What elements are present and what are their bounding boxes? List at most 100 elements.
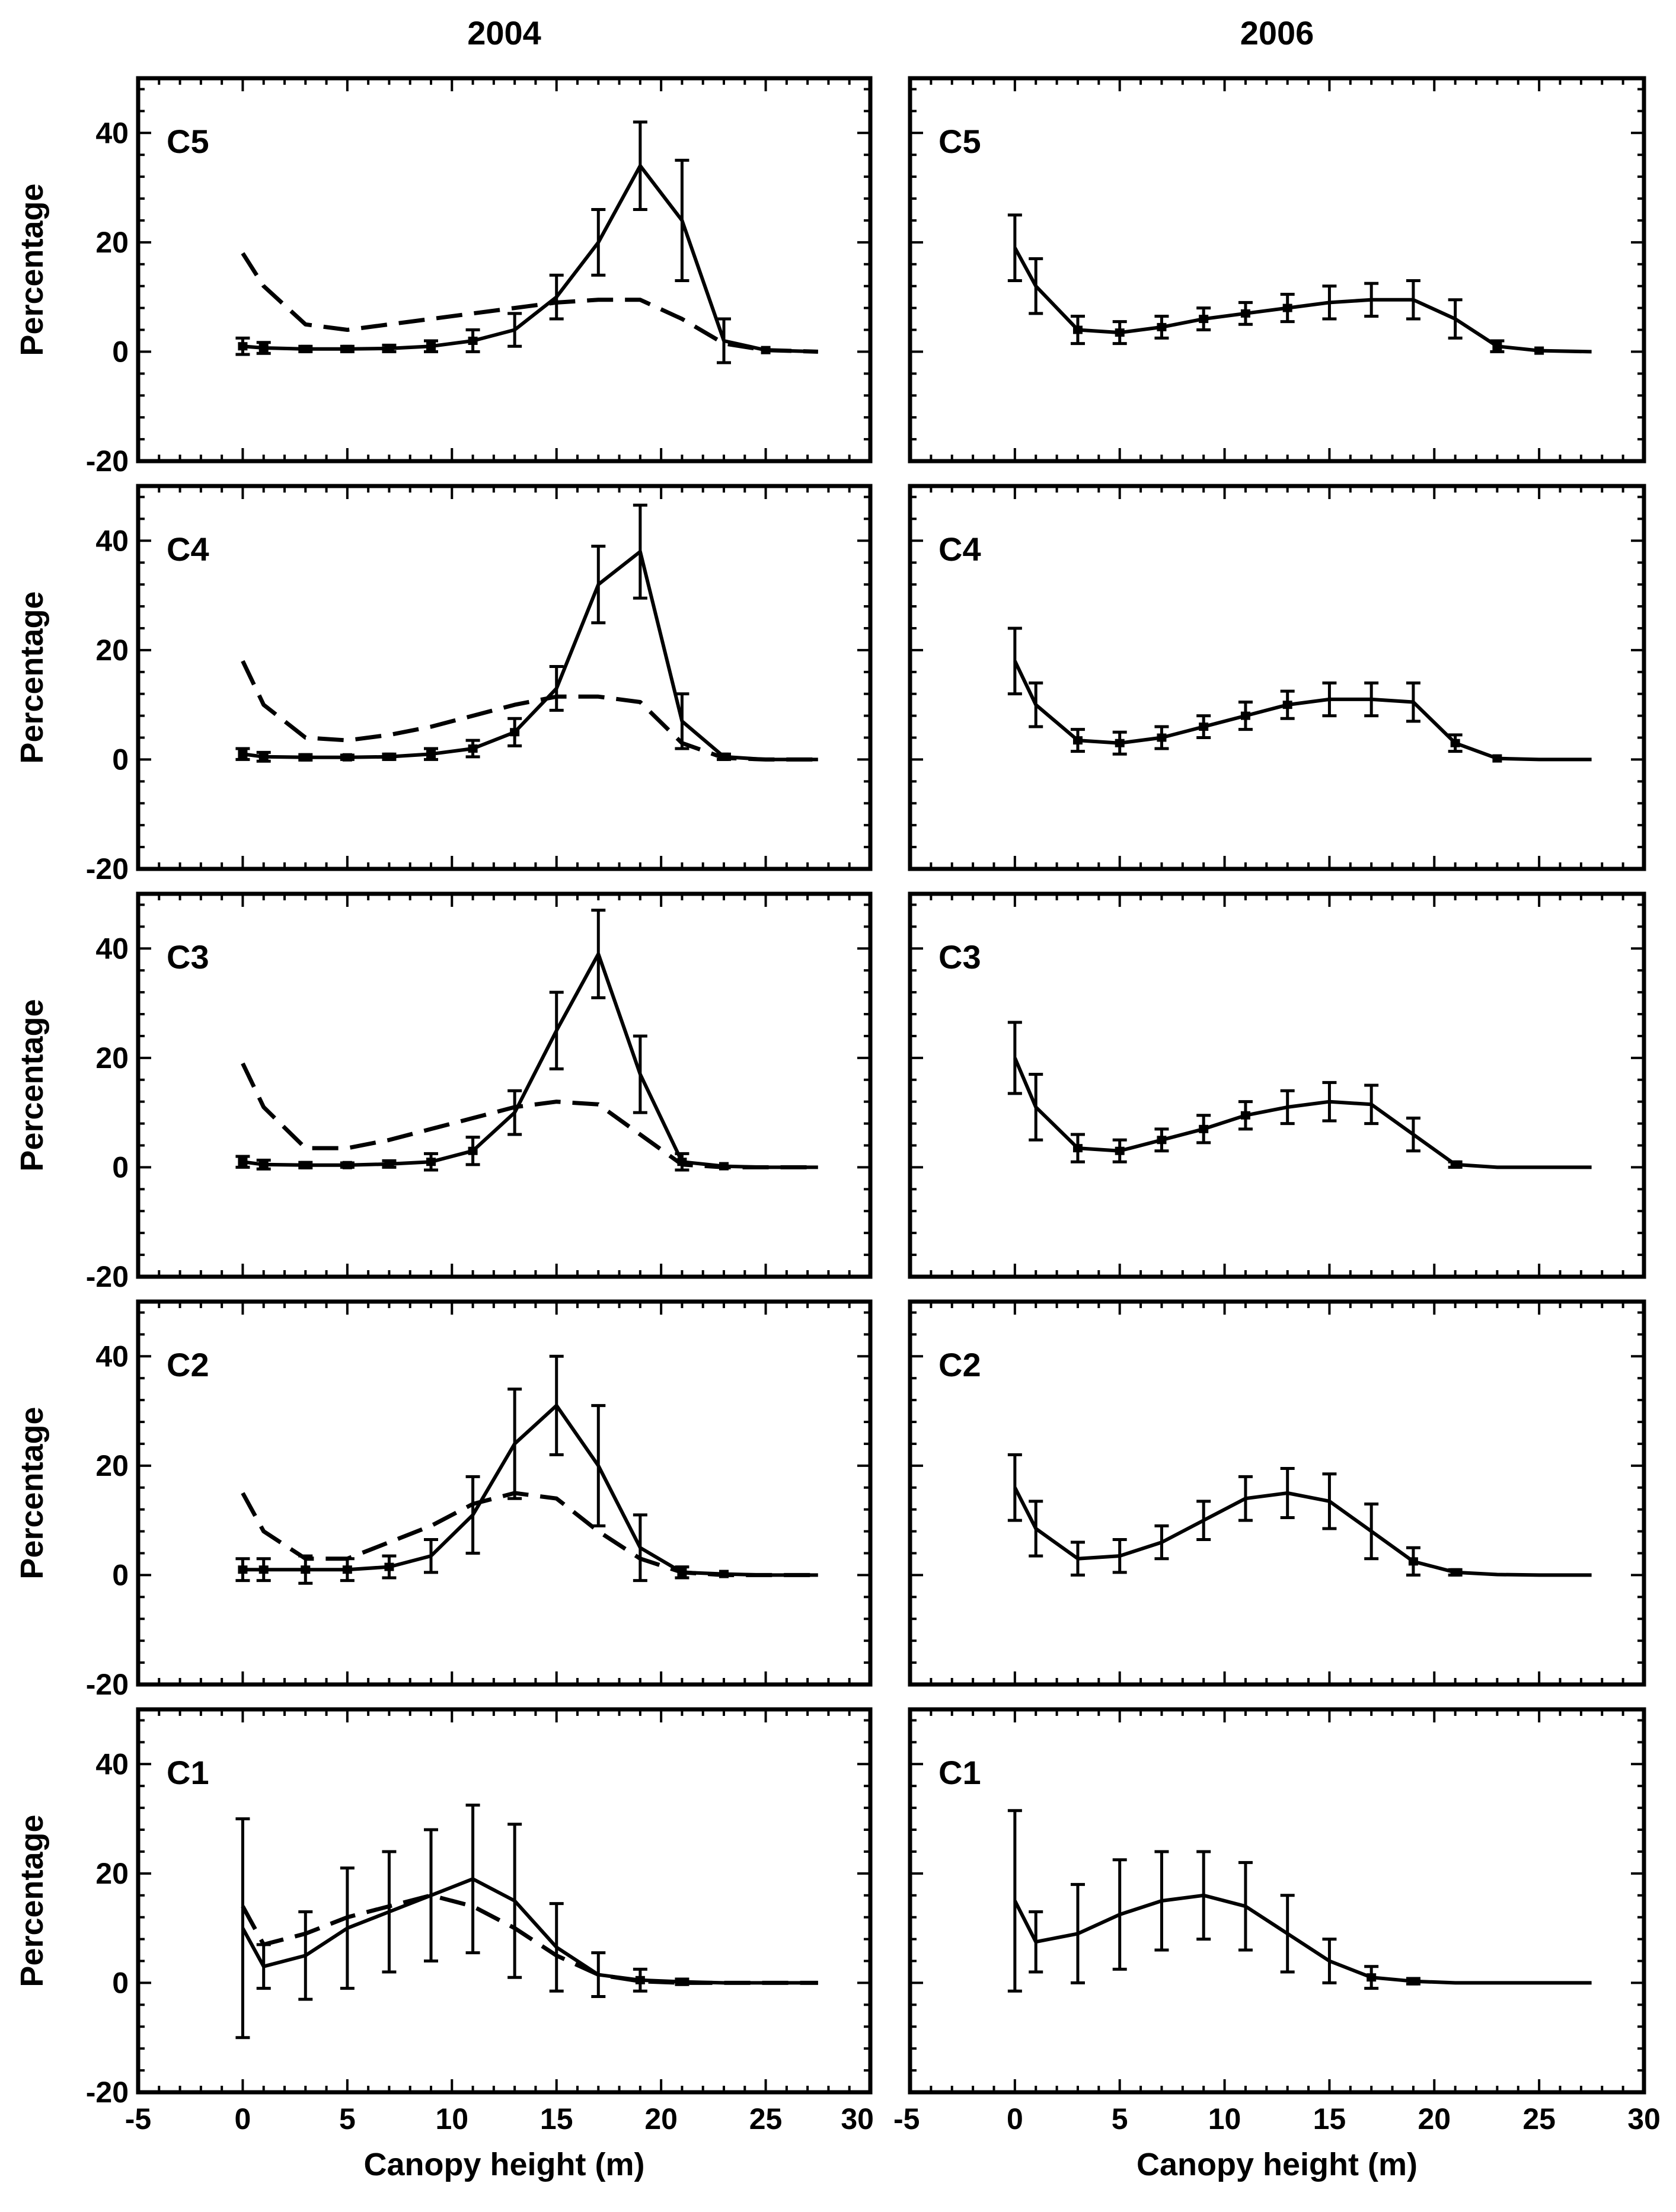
error-bar bbox=[1406, 1546, 1420, 1577]
plot-frame bbox=[908, 1299, 1646, 1687]
error-bar bbox=[1154, 1127, 1169, 1153]
series-line bbox=[242, 1404, 818, 1577]
error-bar bbox=[465, 1136, 480, 1166]
plot-frame bbox=[908, 1707, 1646, 2095]
error-bar bbox=[1280, 1466, 1295, 1520]
data-point bbox=[677, 1977, 687, 1986]
data-point bbox=[1199, 723, 1209, 731]
series-line bbox=[242, 549, 818, 762]
column-title-2006: 2006 bbox=[1240, 14, 1314, 52]
y-tick-label: 0 bbox=[112, 1966, 129, 1999]
panel-label: C3 bbox=[167, 938, 209, 976]
error-bar bbox=[1007, 626, 1022, 696]
panel-label: C2 bbox=[938, 1346, 981, 1383]
error-bar bbox=[235, 1557, 250, 1583]
plot-frame bbox=[908, 76, 1646, 464]
error-bar bbox=[340, 753, 355, 762]
error-bar bbox=[1238, 1100, 1253, 1131]
error-bar bbox=[1112, 1537, 1127, 1574]
data-point bbox=[1240, 1111, 1250, 1120]
error-bar bbox=[1154, 1850, 1169, 1952]
panel-2004-c3: -20 0 20 40 Percentage C3 bbox=[14, 891, 873, 1293]
error-bar bbox=[1322, 1938, 1337, 1984]
series-line bbox=[1013, 660, 1592, 762]
data-point bbox=[342, 344, 352, 353]
error-bar bbox=[1029, 1073, 1043, 1142]
data-point bbox=[468, 1146, 478, 1155]
panel-label: C5 bbox=[167, 123, 209, 160]
error-bar bbox=[1154, 1524, 1169, 1561]
data-point bbox=[426, 342, 436, 351]
data-point bbox=[1072, 1144, 1083, 1153]
panel-label: C5 bbox=[938, 123, 981, 160]
y-tick-label: 40 bbox=[95, 1747, 129, 1781]
error-bar bbox=[424, 1152, 438, 1172]
error-bar bbox=[1007, 1453, 1022, 1522]
error-bar bbox=[465, 739, 480, 759]
error-bar bbox=[1406, 681, 1420, 723]
data-point bbox=[468, 744, 478, 753]
error-bar bbox=[1490, 339, 1505, 353]
error-bar bbox=[298, 344, 313, 353]
data-point bbox=[1072, 736, 1083, 745]
data-point bbox=[1492, 342, 1502, 351]
error-bar bbox=[235, 1155, 250, 1169]
error-bar bbox=[1534, 346, 1544, 355]
data-point bbox=[342, 1161, 352, 1169]
panel-2004-c5: -20 0 20 40 Percentage C5 bbox=[14, 76, 873, 478]
y-axis-label: Percentage bbox=[14, 999, 50, 1171]
error-bar bbox=[633, 1034, 647, 1114]
error-bar bbox=[1364, 1083, 1379, 1126]
error-bar bbox=[1154, 725, 1169, 750]
series-line bbox=[242, 952, 818, 1169]
error-bar bbox=[1007, 1809, 1022, 1993]
y-tick-label: -20 bbox=[86, 1668, 129, 1701]
error-bar bbox=[1280, 1089, 1295, 1126]
plot-frame bbox=[136, 891, 873, 1279]
data-point bbox=[1492, 754, 1502, 763]
y-tick-label: 40 bbox=[95, 1340, 129, 1373]
plot-frame bbox=[136, 1299, 873, 1687]
data-point bbox=[1199, 1124, 1209, 1133]
error-bar bbox=[549, 665, 564, 712]
series-line bbox=[1013, 1893, 1592, 1985]
data-point bbox=[342, 1565, 352, 1574]
data-point bbox=[301, 1161, 311, 1169]
error-bar bbox=[1196, 1500, 1211, 1541]
plot-frame bbox=[136, 484, 873, 871]
x-axis-label: Canopy height (m) bbox=[364, 2147, 645, 2182]
x-tick-label: 10 bbox=[435, 2102, 468, 2136]
error-bar bbox=[1070, 1882, 1085, 1984]
error-bar bbox=[382, 1850, 397, 1974]
error-bar bbox=[633, 1513, 647, 1583]
panel-label: C3 bbox=[938, 938, 981, 976]
error-bar bbox=[1112, 320, 1127, 346]
error-bar bbox=[1448, 733, 1463, 753]
error-bar bbox=[1070, 1540, 1085, 1577]
error-bar bbox=[675, 692, 689, 750]
error-bar bbox=[591, 909, 606, 999]
error-bar bbox=[633, 503, 647, 600]
error-bar bbox=[256, 1158, 271, 1171]
x-axis-label: Canopy height (m) bbox=[1137, 2147, 1418, 2182]
plot-frame bbox=[908, 891, 1646, 1279]
error-bar bbox=[549, 1902, 564, 1993]
panel-label: C4 bbox=[938, 530, 981, 568]
error-bar bbox=[298, 753, 313, 762]
error-bar bbox=[424, 339, 438, 353]
error-bar bbox=[1029, 257, 1043, 315]
data-point bbox=[258, 1160, 269, 1169]
data-point bbox=[301, 753, 311, 762]
x-tick-label: 25 bbox=[749, 2102, 783, 2136]
x-tick-label: 30 bbox=[1627, 2102, 1661, 2136]
series-line bbox=[241, 1877, 818, 1985]
error-bar bbox=[298, 1161, 313, 1169]
error-bar bbox=[507, 1388, 522, 1500]
error-bar bbox=[465, 1804, 480, 1955]
error-bar bbox=[1238, 1861, 1253, 1952]
error-bar bbox=[382, 1159, 397, 1169]
series-line bbox=[242, 164, 818, 354]
data-point bbox=[1240, 309, 1250, 318]
error-bar bbox=[1322, 1081, 1337, 1123]
data-point bbox=[1450, 1160, 1460, 1169]
